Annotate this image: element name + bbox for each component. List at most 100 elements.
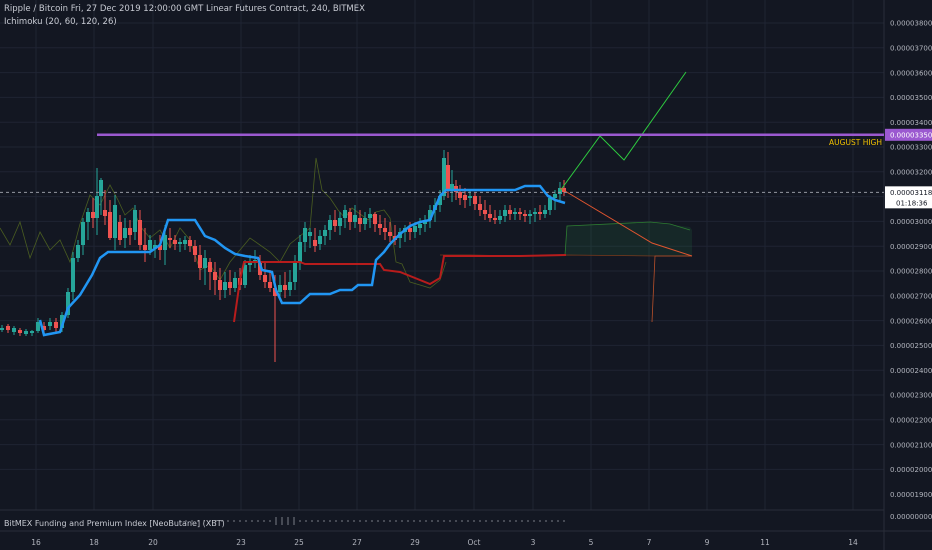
senkou-b-future — [651, 255, 692, 323]
price-tick-label: 0.00002600 — [890, 317, 932, 325]
candle — [458, 185, 462, 205]
candle-body — [108, 212, 112, 238]
candle-body — [318, 236, 322, 244]
candles — [0, 150, 566, 362]
price-tick-label: 0.00003700 — [890, 45, 932, 53]
date-tick-label: 7 — [647, 538, 652, 547]
candle-body — [303, 228, 307, 242]
candle — [71, 252, 75, 300]
candle-body — [198, 255, 202, 268]
candle — [138, 210, 142, 250]
candle — [423, 215, 427, 232]
candle — [523, 210, 527, 222]
candle — [213, 262, 217, 295]
candle — [353, 205, 357, 228]
candle-body — [442, 158, 446, 196]
candle-body — [273, 288, 277, 296]
candle — [478, 196, 482, 216]
candle-body — [168, 238, 172, 240]
candle — [368, 208, 372, 228]
candle-body — [99, 180, 103, 196]
candle-body — [383, 228, 387, 232]
candle — [283, 272, 287, 298]
candle-body — [208, 262, 212, 272]
price-overlays: AUGUST HIGH — [0, 133, 884, 193]
candle-body — [513, 212, 517, 214]
projection-down-line — [559, 187, 693, 257]
candle — [81, 218, 85, 255]
candle — [0, 325, 4, 332]
candle-body — [343, 210, 347, 218]
price-tick-label: 0.00002100 — [890, 441, 932, 449]
candle — [533, 208, 537, 222]
price-tick-label: 0.00002200 — [890, 417, 932, 425]
candle-body — [0, 328, 4, 330]
candle — [363, 212, 367, 230]
price-tick-label: 0.00003300 — [890, 144, 932, 152]
price-tick-label: 0.00003200 — [890, 169, 932, 177]
candle-body — [81, 222, 85, 245]
candle — [528, 210, 532, 224]
candle-body — [488, 214, 492, 218]
candle — [208, 258, 212, 290]
candle-body — [158, 245, 162, 250]
candle — [313, 228, 317, 252]
candle-body — [36, 322, 40, 331]
candle — [12, 326, 16, 335]
candle — [158, 235, 162, 260]
price-tick-label: 0.00002000 — [890, 466, 932, 474]
candle-body — [128, 228, 132, 235]
candle — [128, 220, 132, 245]
candle — [293, 255, 297, 290]
price-axis[interactable]: 0.00003800 0.00003700 0.00003600 0.00003500… — [885, 20, 932, 521]
date-tick-label: 3 — [531, 538, 536, 547]
candle-body — [193, 246, 197, 255]
candle — [54, 318, 58, 332]
candle-body — [458, 192, 462, 198]
price-tick-label: 0.00002500 — [890, 342, 932, 350]
candle — [91, 198, 95, 228]
candle — [66, 288, 70, 318]
candle — [99, 178, 103, 215]
candle — [178, 238, 182, 252]
candle-body — [533, 212, 537, 214]
funding-subpanel — [179, 517, 565, 525]
ichimoku-cloud — [440, 221, 692, 323]
candle-body — [163, 235, 167, 250]
candle-body — [278, 285, 282, 292]
candle — [76, 240, 80, 262]
candle-body — [293, 262, 297, 282]
candle — [328, 215, 332, 240]
time-axis[interactable]: 16 18 20 23 25 27 29 Oct 3 5 7 9 11 14 — [31, 538, 858, 547]
candle-body — [548, 198, 552, 210]
candle-body — [12, 328, 16, 332]
candle-body — [258, 262, 262, 275]
candle-body — [518, 212, 522, 214]
august-high-price-text: 0.00003350 — [890, 131, 932, 139]
candle — [218, 268, 222, 300]
candle-body — [233, 278, 237, 288]
indicator-label[interactable]: Ichimoku (20, 60, 120, 26) — [4, 17, 117, 27]
candle-body — [42, 326, 46, 330]
price-tick-label: 0.00002400 — [890, 367, 932, 375]
candle — [428, 205, 432, 228]
candle-body — [353, 215, 357, 222]
candle-body — [478, 204, 482, 210]
candle — [473, 192, 477, 210]
countdown-text: 01:18:36 — [896, 199, 928, 207]
candle-body — [328, 220, 332, 230]
candle-body — [178, 242, 182, 244]
candle — [113, 195, 117, 250]
candle — [463, 188, 467, 208]
lagging-span — [0, 157, 447, 289]
current-price-text: 0.00003118 — [890, 189, 932, 197]
candle-body — [138, 220, 142, 245]
ichimoku-lines — [38, 184, 567, 337]
candle-body — [223, 282, 227, 290]
candle — [108, 200, 112, 240]
candle — [86, 208, 90, 240]
candle — [133, 205, 137, 240]
candle-body — [213, 272, 217, 280]
subpanel-label[interactable]: BitMEX Funding and Premium Index [NeoBut… — [4, 519, 225, 528]
